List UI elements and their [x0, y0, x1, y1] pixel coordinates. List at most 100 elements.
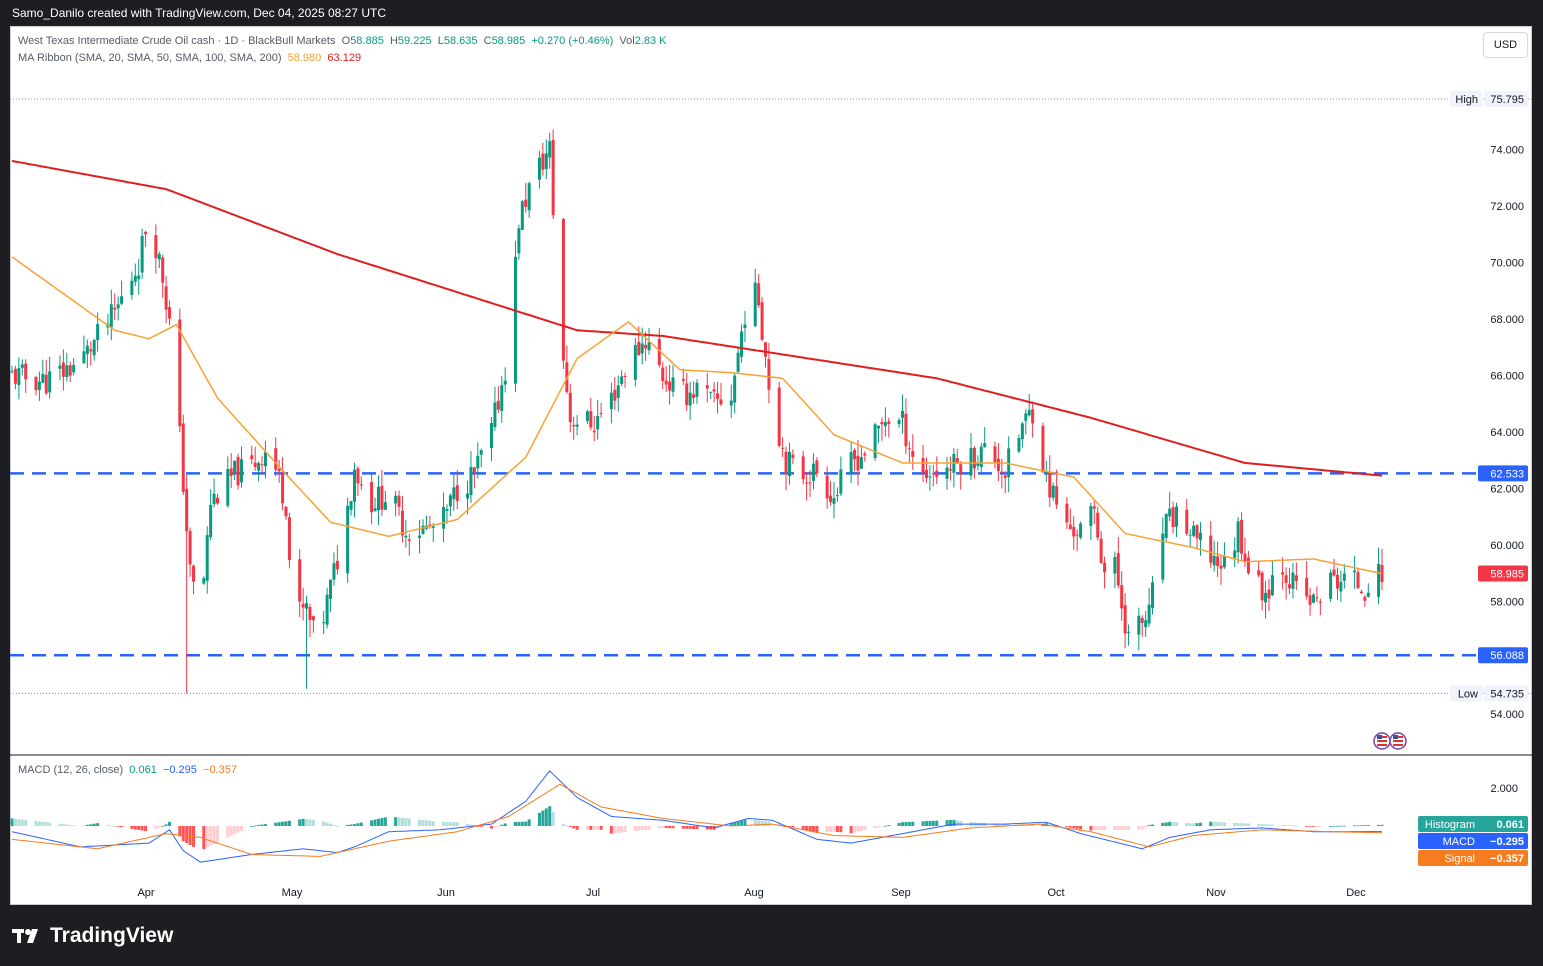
macd-histogram-bar [705, 826, 709, 830]
macd-histogram-bar [421, 819, 425, 826]
macd-histogram-bar [445, 821, 449, 826]
macd-histogram-bar [620, 826, 624, 833]
macd-histogram-bar [589, 826, 593, 830]
candle-body [544, 153, 548, 169]
candle-body [572, 425, 576, 427]
candle-body [1188, 534, 1192, 536]
candle-body [537, 157, 541, 180]
candle-body [120, 296, 124, 304]
candle-body [633, 345, 637, 380]
macd-histogram-bar [839, 826, 843, 833]
macd-histogram-bar [442, 821, 446, 826]
candle-body [1123, 605, 1127, 634]
macd-histogram-bar [787, 826, 791, 827]
candle-body [767, 359, 771, 390]
macd-tag-value: −0.295 [1490, 836, 1524, 848]
macd-histogram-bar [356, 823, 360, 826]
macd-histogram-bar [394, 817, 398, 826]
candle-body [1240, 519, 1244, 554]
macd-histogram-bar [1342, 825, 1346, 827]
macd-histogram-bar [359, 822, 363, 826]
candle-body [688, 392, 692, 406]
macd-histogram-bar [596, 826, 600, 830]
macd-histogram-bar [901, 822, 904, 826]
candle-body [44, 374, 48, 394]
candle-body [856, 455, 860, 471]
macd-histogram-bar [805, 826, 809, 831]
candle-body [1116, 553, 1120, 586]
candle-body [685, 383, 689, 406]
candle-body [356, 468, 360, 484]
time-tick-label: Oct [1047, 887, 1064, 899]
candle-body [1195, 525, 1199, 539]
candle-body [1096, 512, 1100, 538]
macd-histogram-bar [1363, 825, 1367, 827]
candle-body [431, 526, 435, 528]
candle-body [1366, 592, 1370, 597]
price-tick-label: 66.000 [1490, 370, 1524, 382]
candle-body [61, 362, 65, 377]
candle-body [1332, 569, 1336, 576]
macd-histogram-bar [325, 822, 329, 826]
brand-text: TradingView [50, 924, 174, 947]
candle-body [96, 324, 100, 341]
candle-body [407, 539, 411, 541]
macd-histogram-bar [1308, 826, 1312, 827]
macd-histogram-bar [10, 818, 14, 826]
candle-body [801, 456, 805, 480]
candle-body [692, 394, 696, 398]
macd-histogram-bar [1246, 823, 1250, 826]
macd-histogram-bar [1072, 826, 1076, 829]
low-value-tag-bg [1484, 685, 1528, 702]
candle-body [10, 371, 14, 373]
candle-body [233, 460, 237, 474]
candle-body [993, 446, 997, 463]
macd-histogram-bar [640, 826, 644, 831]
candle-body [13, 369, 17, 384]
candle-body [301, 603, 305, 608]
candle-body [34, 376, 38, 391]
macd-signal-value: −0.357 [203, 764, 237, 776]
candle-body [853, 449, 857, 460]
macd-histogram-bar [1137, 826, 1141, 830]
macd-histogram-bar [1192, 823, 1196, 826]
macd-histogram-bar [85, 824, 89, 826]
candle-body [640, 343, 644, 354]
candle-body [657, 339, 661, 365]
macd-histogram-bar [1092, 826, 1096, 831]
macd-histogram-bar [144, 826, 148, 832]
candle-body [65, 365, 69, 377]
macd-histogram-bar [239, 826, 243, 831]
candle-body [1089, 506, 1093, 526]
macd-histogram-bar [1294, 825, 1298, 827]
macd-histogram-bar [164, 824, 168, 826]
candle-body [335, 560, 339, 570]
candle-body [1007, 448, 1011, 478]
candle-body [513, 256, 517, 384]
candle-body [849, 451, 853, 474]
macd-histogram-bar [1031, 824, 1035, 826]
candle-body [17, 368, 21, 386]
macd-histogram-bar [948, 819, 952, 826]
candle-body [825, 475, 829, 499]
candle-body [178, 319, 182, 427]
macd-histogram-bar [1144, 826, 1148, 828]
candle-body [873, 424, 877, 458]
macd-histogram-bar [924, 821, 928, 826]
macd-histogram-bar [496, 826, 500, 827]
macd-histogram-bar [113, 826, 117, 827]
candle-body [455, 485, 459, 502]
candle-body [568, 392, 572, 423]
candle-body [253, 462, 257, 468]
candle-body [1031, 409, 1035, 424]
candle-body [760, 302, 764, 340]
candle-body [202, 578, 206, 584]
tradingview-logo[interactable]: TradingView [12, 924, 173, 948]
candle-body [955, 458, 959, 464]
macd-histogram-bar [185, 826, 189, 844]
currency-button[interactable]: USD [1483, 32, 1528, 58]
macd-histogram-bar [383, 817, 387, 826]
macd-histogram-bar [1233, 822, 1237, 826]
candle-body [1216, 556, 1220, 566]
